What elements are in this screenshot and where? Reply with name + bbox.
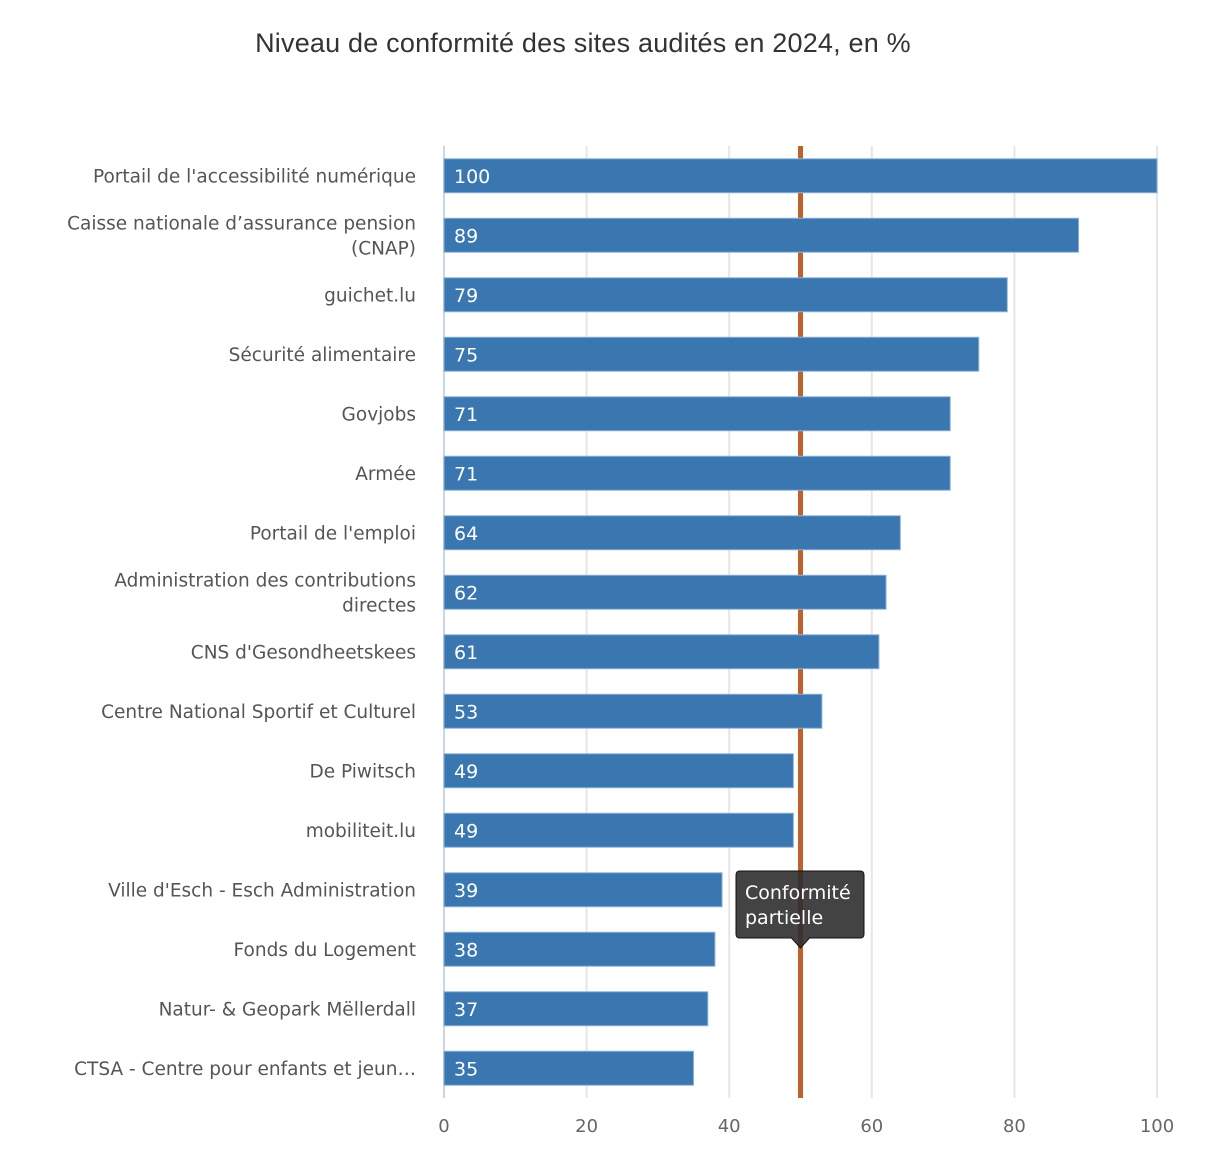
data-label: 61 [454, 642, 478, 664]
category-label: Centre National Sportif et Culturel [101, 702, 416, 723]
data-label: 53 [454, 701, 478, 723]
bar [443, 277, 1008, 313]
bar [443, 515, 901, 551]
category-label: (CNAP) [351, 238, 416, 259]
category-label: guichet.lu [324, 285, 416, 306]
data-label: 71 [454, 463, 478, 485]
x-tick-label: 80 [1003, 1116, 1026, 1137]
x-tick-label: 60 [860, 1116, 883, 1137]
bar [443, 217, 1080, 253]
category-label: Portail de l'emploi [250, 523, 416, 544]
data-label: 35 [454, 1058, 478, 1080]
data-label: 64 [454, 523, 478, 545]
data-label: 38 [454, 939, 478, 961]
bar [443, 872, 723, 908]
x-tick-label: 0 [438, 1116, 449, 1137]
plot-line-conformite-partielle [798, 146, 803, 1098]
data-label: 37 [454, 999, 478, 1021]
category-label: Armée [355, 464, 416, 485]
plot-line-layer [798, 146, 803, 1098]
category-label: mobiliteit.lu [306, 821, 416, 842]
bar [443, 753, 794, 789]
category-label: Natur- & Geopark Mëllerdall [159, 999, 416, 1020]
bar [443, 455, 951, 491]
data-label: 100 [454, 166, 490, 188]
data-label: 49 [454, 761, 478, 783]
tooltip-box [735, 870, 865, 949]
bar [443, 158, 1158, 194]
x-tick-label: 40 [718, 1116, 741, 1137]
category-labels: Portail de l'accessibilité numérique Cais… [67, 166, 416, 1080]
data-label: 79 [454, 285, 478, 307]
bars: 100 89 79 75 71 71 64 62 61 53 49 49 39 38 37 35 [443, 158, 1158, 1086]
tooltip-label: partielle [745, 907, 823, 929]
data-label: 89 [454, 225, 478, 247]
category-label: CTSA - Centre pour enfants et jeun… [74, 1059, 416, 1080]
bar [443, 634, 880, 670]
tooltip-label: Conformité [745, 882, 851, 904]
bar [443, 812, 794, 848]
bar [443, 931, 716, 967]
category-label: Portail de l'accessibilité numérique [93, 166, 416, 187]
category-label: Fonds du Logement [234, 940, 416, 961]
data-label: 39 [454, 880, 478, 902]
chart-title: Niveau de conformité des sites audités e… [255, 28, 911, 58]
plot-line-tooltip: Conformité partielle [735, 870, 865, 949]
bar [443, 396, 951, 432]
category-label: Govjobs [342, 404, 416, 425]
x-axis-tick-labels: 0 20 40 60 80 100 [438, 1116, 1174, 1137]
data-label: 49 [454, 820, 478, 842]
x-tick-label: 100 [1140, 1116, 1174, 1137]
category-label: Sécurité alimentaire [229, 345, 416, 366]
category-label: directes [342, 595, 416, 616]
data-label: 62 [454, 582, 478, 604]
x-tick-label: 20 [575, 1116, 598, 1137]
category-label: CNS d'Gesondheetskees [191, 642, 416, 663]
data-label: 71 [454, 404, 478, 426]
category-label: Ville d'Esch - Esch Administration [108, 880, 416, 901]
bar [443, 991, 709, 1027]
category-label: Administration des contributions [114, 570, 416, 591]
category-label: De Piwitsch [310, 761, 416, 782]
bar [443, 1050, 695, 1086]
bar [443, 336, 980, 372]
bar [443, 574, 887, 610]
bar [443, 693, 823, 729]
data-label: 75 [454, 344, 478, 366]
category-label: Caisse nationale d’assurance pension [67, 213, 416, 234]
